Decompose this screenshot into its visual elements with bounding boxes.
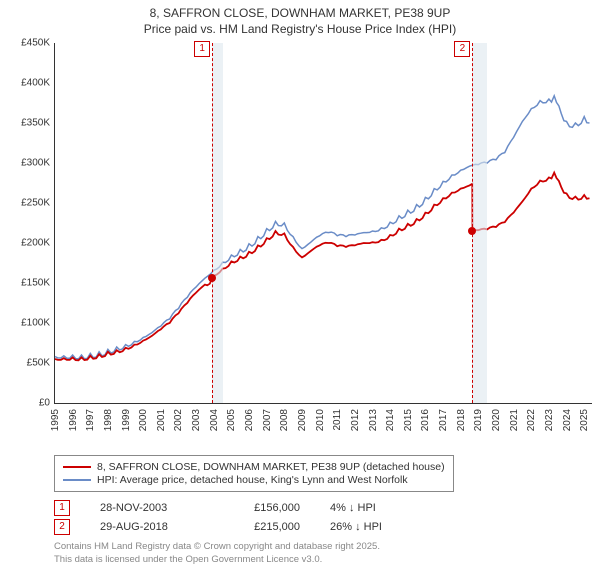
y-tick-label: £300K <box>6 158 50 169</box>
x-tick-label: 2024 <box>562 409 573 431</box>
legend-row: 8, SAFFRON CLOSE, DOWNHAM MARKET, PE38 9… <box>63 461 445 473</box>
x-tick-label: 2003 <box>191 409 202 431</box>
marker-box: 1 <box>194 41 210 57</box>
x-tick-label: 2010 <box>315 409 326 431</box>
x-tick-label: 2008 <box>279 409 290 431</box>
x-tick-label: 2011 <box>332 409 343 431</box>
y-tick-label: £200K <box>6 238 50 249</box>
x-axis: 1995199619971998199920002001200220032004… <box>54 403 592 413</box>
y-tick-label: £50K <box>6 358 50 369</box>
sale-pct: 26% ↓ HPI <box>330 521 440 533</box>
x-tick-label: 1997 <box>85 409 96 431</box>
x-tick-label: 2004 <box>209 409 220 431</box>
shade-band <box>472 43 487 403</box>
x-tick-label: 2006 <box>244 409 255 431</box>
y-tick-label: £150K <box>6 278 50 289</box>
footer-line-1: Contains HM Land Registry data © Crown c… <box>54 541 592 553</box>
legend-swatch <box>63 479 91 481</box>
series-price_paid <box>55 173 590 361</box>
sale-dot <box>468 227 476 235</box>
x-tick-label: 2001 <box>156 409 167 431</box>
plot-svg <box>55 43 593 403</box>
marker-line <box>212 43 213 403</box>
sale-date: 28-NOV-2003 <box>100 502 200 514</box>
chart-container: 8, SAFFRON CLOSE, DOWNHAM MARKET, PE38 9… <box>0 0 600 560</box>
shade-band <box>212 43 222 403</box>
x-tick-label: 2021 <box>509 409 520 431</box>
x-tick-label: 2020 <box>491 409 502 431</box>
legend-swatch <box>63 466 91 468</box>
sale-marker: 1 <box>54 500 70 516</box>
x-tick-label: 2016 <box>420 409 431 431</box>
x-tick-label: 2012 <box>350 409 361 431</box>
y-tick-label: £350K <box>6 118 50 129</box>
plot-wrap: £0 £50K £100K £150K £200K £250K £300K £350K £400… <box>8 43 592 413</box>
x-tick-label: 2013 <box>368 409 379 431</box>
marker-line <box>472 43 473 403</box>
legend: 8, SAFFRON CLOSE, DOWNHAM MARKET, PE38 9… <box>54 455 454 492</box>
title-line-2: Price paid vs. HM Land Registry's House … <box>8 22 592 38</box>
x-tick-label: 2017 <box>438 409 449 431</box>
y-tick-label: £100K <box>6 318 50 329</box>
sale-price: £215,000 <box>230 521 300 533</box>
x-tick-label: 2002 <box>173 409 184 431</box>
x-tick-label: 2007 <box>262 409 273 431</box>
series-hpi <box>55 96 590 359</box>
marker-box: 2 <box>454 41 470 57</box>
legend-label: HPI: Average price, detached house, King… <box>97 474 408 486</box>
sale-dot <box>208 274 216 282</box>
sale-marker: 2 <box>54 519 70 535</box>
x-tick-label: 1998 <box>103 409 114 431</box>
x-tick-label: 2019 <box>473 409 484 431</box>
sale-pct: 4% ↓ HPI <box>330 502 440 514</box>
legend-label: 8, SAFFRON CLOSE, DOWNHAM MARKET, PE38 9… <box>97 461 445 473</box>
x-tick-label: 2018 <box>456 409 467 431</box>
y-tick-label: £250K <box>6 198 50 209</box>
x-tick-label: 2014 <box>385 409 396 431</box>
y-tick-label: £450K <box>6 38 50 49</box>
x-tick-label: 1996 <box>68 409 79 431</box>
sale-price: £156,000 <box>230 502 300 514</box>
sale-row: 2 29-AUG-2018 £215,000 26% ↓ HPI <box>54 519 592 535</box>
sale-date: 29-AUG-2018 <box>100 521 200 533</box>
x-tick-label: 2022 <box>526 409 537 431</box>
y-axis: £0£50K£100K£150K£200K£250K£300K£350K£400… <box>8 43 52 403</box>
plot-area: 12 <box>54 43 592 404</box>
chart-title: 8, SAFFRON CLOSE, DOWNHAM MARKET, PE38 9… <box>8 6 592 37</box>
x-tick-label: 1995 <box>50 409 61 431</box>
y-tick-label: £400K <box>6 78 50 89</box>
title-line-1: 8, SAFFRON CLOSE, DOWNHAM MARKET, PE38 9… <box>8 6 592 22</box>
x-tick-label: 1999 <box>121 409 132 431</box>
y-tick-label: £0 <box>6 398 50 409</box>
x-tick-label: 2005 <box>226 409 237 431</box>
x-tick-label: 2023 <box>544 409 555 431</box>
sales-table: 1 28-NOV-2003 £156,000 4% ↓ HPI 2 29-AUG-2018… <box>54 500 592 535</box>
sale-row: 1 28-NOV-2003 £156,000 4% ↓ HPI <box>54 500 592 516</box>
x-tick-label: 2009 <box>297 409 308 431</box>
x-tick-label: 2025 <box>579 409 590 431</box>
x-tick-label: 2015 <box>403 409 414 431</box>
footer: Contains HM Land Registry data © Crown c… <box>54 541 592 566</box>
x-tick-label: 2000 <box>138 409 149 431</box>
legend-row: HPI: Average price, detached house, King… <box>63 474 445 486</box>
